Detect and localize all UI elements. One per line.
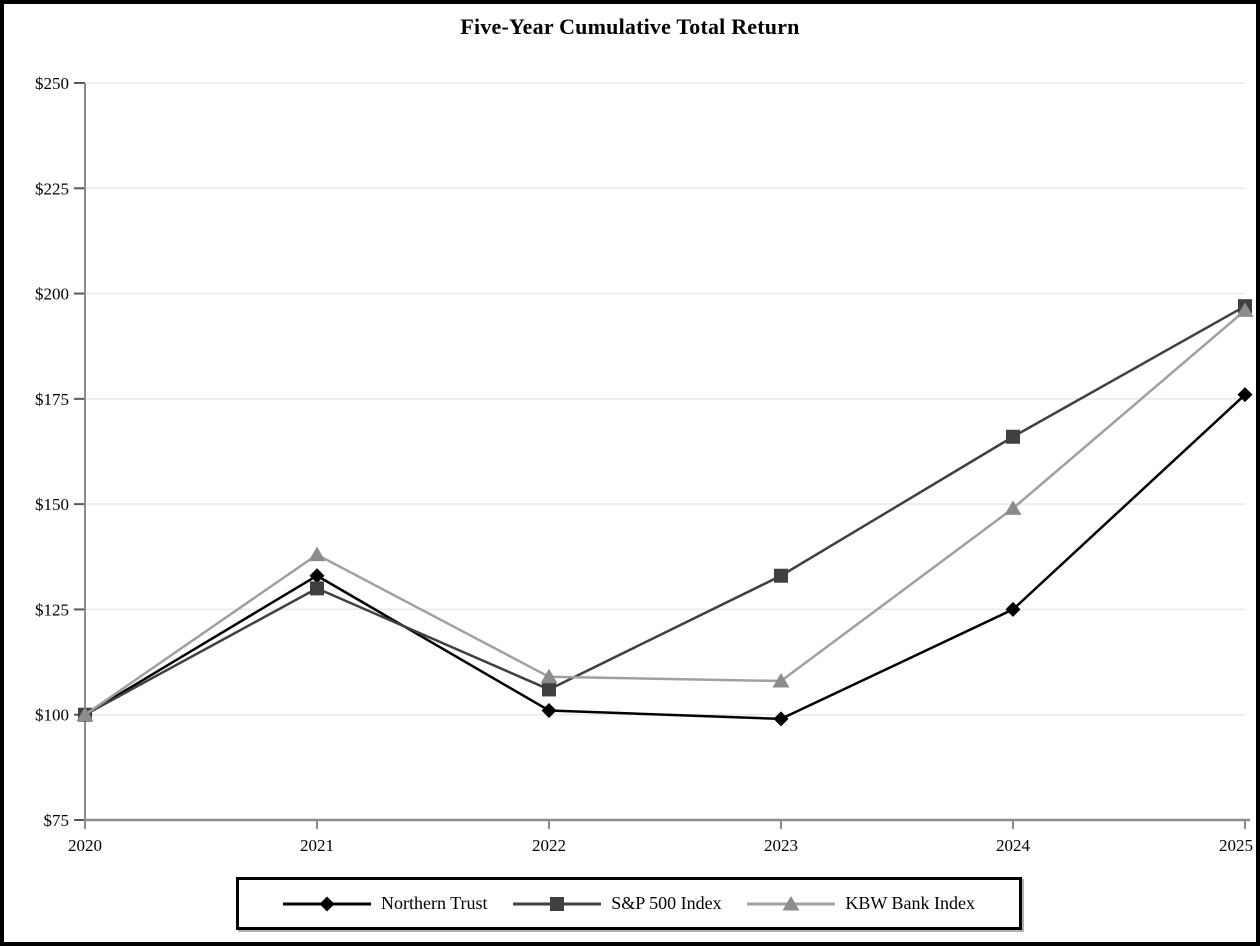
x-axis-label: 2021 bbox=[300, 836, 334, 855]
data-point-marker-kbw-bank-index bbox=[540, 668, 558, 684]
data-point-marker-s-p-500-index bbox=[1006, 429, 1020, 444]
x-axis-label: 2025 bbox=[1219, 836, 1253, 855]
legend-label-northern-trust: Northern Trust bbox=[381, 893, 488, 913]
y-axis-label: $125 bbox=[35, 600, 69, 619]
y-axis-label: $250 bbox=[35, 74, 69, 93]
legend-item-kbw-bank: KBW Bank Index bbox=[747, 893, 975, 915]
legend-marker bbox=[319, 896, 335, 911]
data-point-marker-northern-trust bbox=[1005, 601, 1021, 617]
x-axis-label: 2024 bbox=[996, 836, 1031, 855]
y-axis-label: $100 bbox=[35, 706, 69, 725]
y-axis-label: $150 bbox=[35, 495, 69, 514]
legend-sample-svg bbox=[513, 896, 602, 911]
series-line-kbw-bank-index bbox=[84, 309, 1246, 716]
legend-sample-svg bbox=[747, 895, 836, 910]
y-axis-label: $75 bbox=[44, 811, 70, 830]
data-point-marker-s-p-500-index bbox=[542, 682, 556, 697]
x-axis-label: 2023 bbox=[764, 836, 798, 855]
legend-sample-svg bbox=[283, 896, 371, 911]
sp500-square-marker-icon bbox=[513, 893, 602, 915]
legend-label-sp500: S&P 500 Index bbox=[611, 893, 722, 913]
data-point-marker-northern-trust bbox=[541, 703, 557, 719]
data-point-marker-kbw-bank-index bbox=[1004, 500, 1022, 515]
y-axis-label: $200 bbox=[35, 285, 69, 304]
data-point-marker-kbw-bank-index bbox=[76, 706, 94, 722]
data-point-marker-kbw-bank-index bbox=[772, 673, 790, 688]
data-point-marker-s-p-500-index bbox=[310, 581, 324, 596]
x-axis-label: 2022 bbox=[532, 836, 566, 855]
chart-title: Five-Year Cumulative Total Return bbox=[460, 14, 800, 39]
y-axis-label: $225 bbox=[35, 179, 69, 198]
series-line-s-p-500-index bbox=[84, 305, 1246, 716]
data-point-marker-kbw-bank-index bbox=[1236, 302, 1254, 317]
series-line-northern-trust bbox=[84, 393, 1246, 721]
legend: Northern Trust S&P 500 Index KBW Bank In… bbox=[236, 877, 1022, 930]
data-point-marker-s-p-500-index bbox=[774, 568, 788, 583]
legend-label-kbw-bank: KBW Bank Index bbox=[845, 893, 975, 913]
legend-item-sp500: S&P 500 Index bbox=[513, 893, 722, 915]
data-point-marker-northern-trust bbox=[773, 711, 789, 727]
northern-trust-diamond-marker-icon bbox=[283, 893, 371, 915]
data-point-marker-kbw-bank-index bbox=[308, 546, 326, 562]
data-point-marker-northern-trust bbox=[309, 568, 325, 584]
legend-marker bbox=[550, 896, 565, 911]
legend-marker bbox=[782, 895, 800, 910]
legend-item-northern-trust: Northern Trust bbox=[283, 893, 488, 915]
x-axis-label: 2020 bbox=[68, 836, 102, 855]
data-point-marker-northern-trust bbox=[1237, 387, 1253, 403]
kbw-bank-triangle-marker-icon bbox=[747, 893, 836, 915]
y-axis-label: $175 bbox=[35, 390, 69, 409]
